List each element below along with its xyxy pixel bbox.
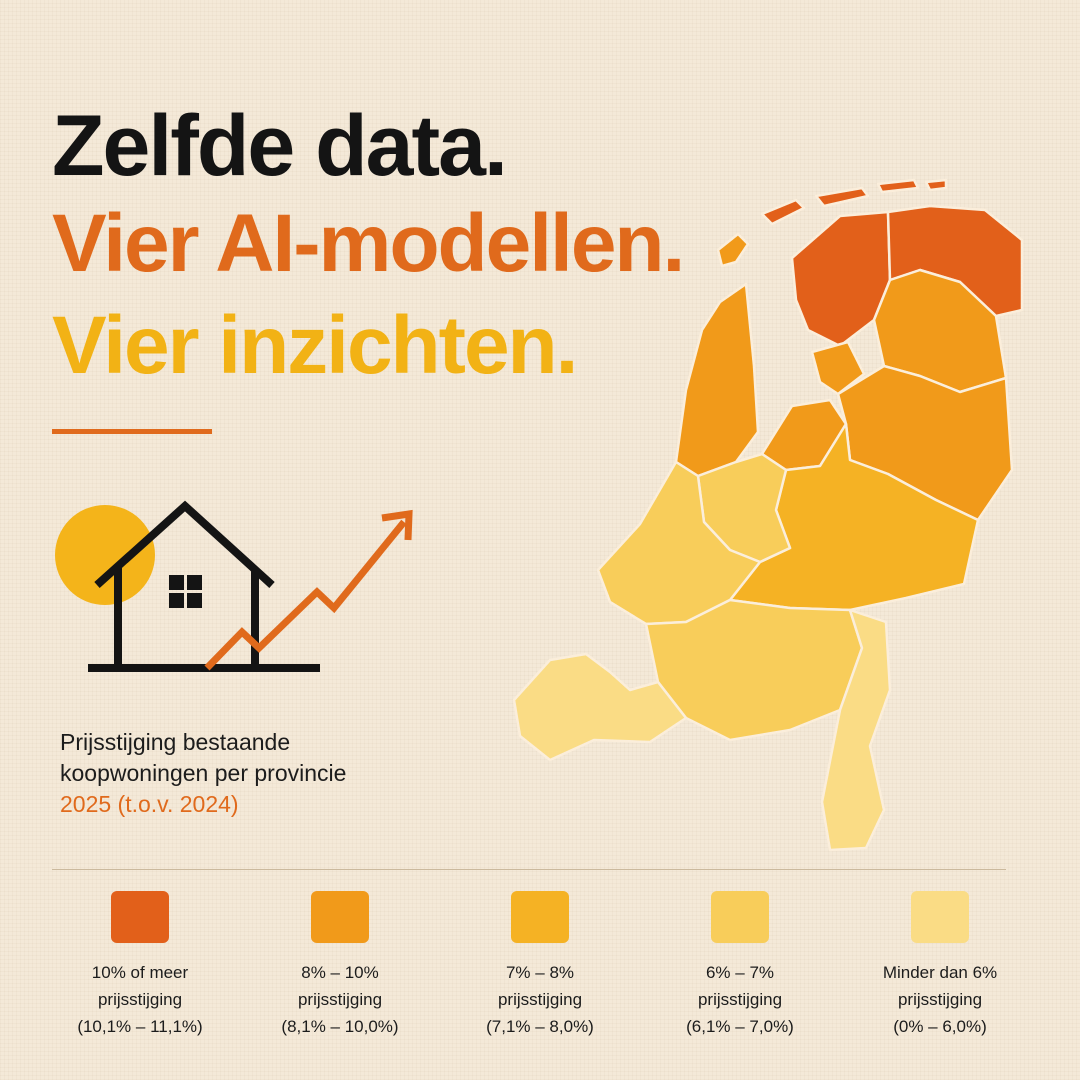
wadden-island-schiermonnikoog [924, 178, 948, 192]
wadden-island-ameland [876, 178, 920, 194]
headline-line-3: Vier inzichten. [52, 300, 578, 391]
legend-label-5: Minder dan 6% prijsstijging (0% – 6,0%) [840, 959, 1040, 1040]
legend-label-4: 6% – 7% prijsstijging (6,1% – 7,0%) [640, 959, 840, 1040]
headline-line-2: Vier AI-modellen. [52, 198, 685, 289]
legend-label-1-line2: prijsstijging [97, 990, 183, 1009]
netherlands-map [512, 178, 1024, 852]
legend-label-3: 7% – 8% prijsstijging (7,1% – 8,0%) [440, 959, 640, 1040]
province-noord-holland [674, 282, 760, 478]
legend-item-2: 8% – 10% prijsstijging (8,1% – 10,0%) [240, 888, 440, 1040]
legend-label-1: 10% of meer prijsstijging (10,1% – 11,1%… [40, 959, 240, 1040]
subtitle-year: 2025 (t.o.v. 2024) [60, 791, 239, 817]
legend-swatch-5 [911, 891, 969, 943]
province-limburg [820, 608, 892, 852]
legend-label-3-line2: prijsstijging [497, 990, 583, 1009]
legend-label-5-line1: Minder dan 6% [882, 963, 998, 982]
legend-label-5-line2: prijsstijging [897, 990, 983, 1009]
headline-line-1: Zelfde data. [52, 98, 508, 194]
subtitle-line-2: koopwoningen per provincie [60, 760, 347, 786]
legend-label-2-line3: (8,1% – 10,0%) [281, 1017, 399, 1036]
legend: 10% of meer prijsstijging (10,1% – 11,1%… [40, 888, 1040, 1040]
accent-rule [52, 429, 212, 434]
legend-swatch-1 [111, 891, 169, 943]
legend-label-2: 8% – 10% prijsstijging (8,1% – 10,0%) [240, 959, 440, 1040]
legend-divider [52, 869, 1006, 870]
legend-item-3: 7% – 8% prijsstijging (7,1% – 8,0%) [440, 888, 640, 1040]
wadden-island-vlieland [760, 198, 806, 226]
legend-label-4-line1: 6% – 7% [705, 963, 775, 982]
subtitle-line-1: Prijsstijging bestaande [60, 729, 291, 755]
sun-icon [55, 505, 155, 605]
province-zeeland [512, 652, 688, 762]
wadden-island-texel [716, 232, 750, 268]
province-flevoland [810, 340, 866, 396]
legend-item-5: Minder dan 6% prijsstijging (0% – 6,0%) [840, 888, 1040, 1040]
legend-swatch-4 [711, 891, 769, 943]
price-rise-illustration [55, 500, 413, 672]
house-icon [88, 500, 320, 672]
legend-label-2-line1: 8% – 10% [301, 963, 379, 982]
legend-item-4: 6% – 7% prijsstijging (6,1% – 7,0%) [640, 888, 840, 1040]
legend-label-2-line2: prijsstijging [297, 990, 383, 1009]
legend-label-5-line3: (0% – 6,0%) [893, 1017, 987, 1036]
map-subtitle: Prijsstijging bestaande koopwoningen per… [60, 727, 346, 820]
legend-label-1-line3: (10,1% – 11,1%) [77, 1017, 203, 1036]
legend-label-3-line1: 7% – 8% [505, 963, 575, 982]
legend-swatch-2 [311, 891, 369, 943]
legend-label-4-line3: (6,1% – 7,0%) [686, 1017, 794, 1036]
legend-label-1-line1: 10% of meer [91, 963, 189, 982]
legend-label-3-line3: (7,1% – 8,0%) [486, 1017, 594, 1036]
legend-label-4-line2: prijsstijging [697, 990, 783, 1009]
legend-item-1: 10% of meer prijsstijging (10,1% – 11,1%… [40, 888, 240, 1040]
wadden-island-terschelling [814, 186, 870, 208]
rising-arrow-icon [204, 509, 413, 671]
legend-swatch-3 [511, 891, 569, 943]
